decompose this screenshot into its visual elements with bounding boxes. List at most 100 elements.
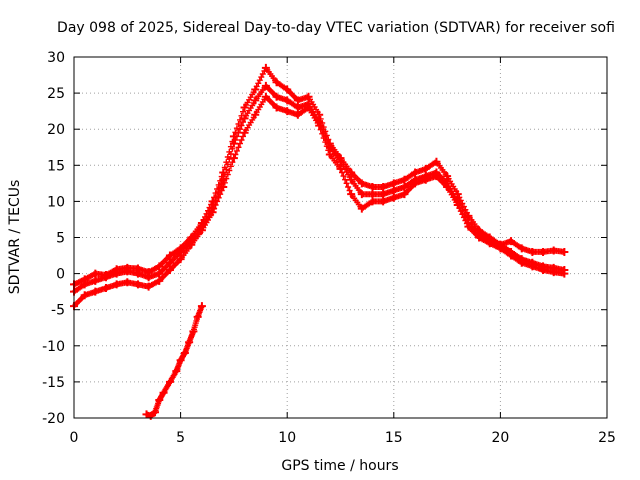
- data-point: [507, 237, 516, 246]
- data-point: [443, 182, 452, 191]
- plot-frame: [73, 56, 608, 419]
- axis-ticks: 0 5 10 15 20 25 -20 -15 -10 -5 0 5 10 15 20 25 30: [42, 50, 616, 446]
- data-point: [293, 103, 302, 112]
- y-axis-label: SDTVAR / TECUs: [7, 180, 23, 295]
- data-point: [112, 269, 121, 278]
- data-point: [368, 190, 377, 199]
- data-point: [251, 110, 260, 119]
- chart-title: Day 098 of 2025, Sidereal Day-to-day VTE…: [57, 20, 615, 36]
- data-point: [261, 92, 270, 101]
- data-point: [240, 114, 249, 123]
- data-point: [151, 408, 160, 417]
- x-tick-label: 0: [70, 430, 79, 446]
- data-point: [400, 175, 409, 184]
- data-point: [208, 208, 217, 217]
- data-point: [304, 92, 313, 101]
- data-point: [193, 312, 202, 321]
- sat-trace-lower: [70, 92, 569, 311]
- data-point: [496, 244, 505, 253]
- y-tick-label: 15: [47, 158, 65, 174]
- y-tick-label: 10: [47, 194, 65, 210]
- data-point: [315, 121, 324, 130]
- data-point: [389, 193, 398, 202]
- data-point: [528, 262, 537, 271]
- data-point: [421, 164, 430, 173]
- data-point: [180, 349, 189, 358]
- data-point: [91, 287, 100, 296]
- data-point: [155, 262, 164, 271]
- data-point: [165, 377, 174, 386]
- data-point: [283, 107, 292, 116]
- data-point: [133, 269, 142, 278]
- data-point: [251, 85, 260, 94]
- data-point: [400, 182, 409, 191]
- data-point: [411, 179, 420, 188]
- data-point: [432, 157, 441, 166]
- plot-area: [70, 63, 569, 420]
- data-point: [272, 103, 281, 112]
- x-tick-label: 15: [385, 430, 403, 446]
- data-point: [240, 128, 249, 137]
- grid: [74, 57, 607, 418]
- data-point: [80, 280, 89, 289]
- series-trail: [143, 303, 205, 419]
- data-point: [560, 269, 569, 278]
- data-point: [176, 356, 185, 365]
- data-point: [261, 81, 270, 90]
- data-point: [549, 246, 558, 255]
- data-point: [133, 280, 142, 289]
- data-point: [123, 278, 132, 287]
- data-point: [368, 197, 377, 206]
- data-point: [411, 168, 420, 177]
- data-point: [80, 291, 89, 300]
- data-point: [368, 182, 377, 191]
- data-point: [549, 268, 558, 277]
- y-tick-label: 25: [47, 86, 65, 102]
- data-point: [325, 150, 334, 159]
- y-tick-label: -10: [42, 339, 65, 355]
- data-point: [432, 172, 441, 181]
- data-point: [347, 190, 356, 199]
- data-point: [185, 338, 194, 347]
- x-tick-label: 25: [598, 430, 616, 446]
- data-point: [272, 78, 281, 87]
- data-point: [517, 244, 526, 253]
- series-trail: [71, 64, 568, 288]
- data-point: [507, 251, 516, 260]
- data-point: [91, 269, 100, 278]
- sat-trace-middle: [70, 81, 569, 296]
- data-point: [144, 273, 153, 282]
- sat-trace-upper: [70, 63, 569, 289]
- data-point: [283, 96, 292, 105]
- data-point: [229, 154, 238, 163]
- data-point: [229, 139, 238, 148]
- y-tick-label: 0: [56, 267, 65, 283]
- data-point: [272, 92, 281, 101]
- data-point: [485, 239, 494, 248]
- data-point: [165, 265, 174, 274]
- data-point: [293, 110, 302, 119]
- data-point: [146, 411, 155, 420]
- data-point: [379, 182, 388, 191]
- data-point: [159, 388, 168, 397]
- x-axis-label: GPS time / hours: [281, 458, 398, 474]
- y-tick-label: -5: [51, 303, 65, 319]
- data-point: [517, 258, 526, 267]
- data-point: [261, 63, 270, 72]
- data-point: [165, 251, 174, 260]
- y-tick-label: 5: [56, 231, 65, 247]
- data-point: [347, 175, 356, 184]
- data-point: [197, 302, 206, 311]
- data-point: [539, 247, 548, 256]
- sat-trace-descending-arc: [142, 302, 206, 420]
- data-point: [197, 226, 206, 235]
- data-point: [453, 201, 462, 210]
- data-point: [123, 267, 132, 276]
- y-tick-label: -15: [42, 375, 65, 391]
- data-point: [336, 164, 345, 173]
- data-point: [172, 367, 181, 376]
- y-tick-label: 20: [47, 122, 65, 138]
- data-point: [357, 190, 366, 199]
- data-point: [155, 269, 164, 278]
